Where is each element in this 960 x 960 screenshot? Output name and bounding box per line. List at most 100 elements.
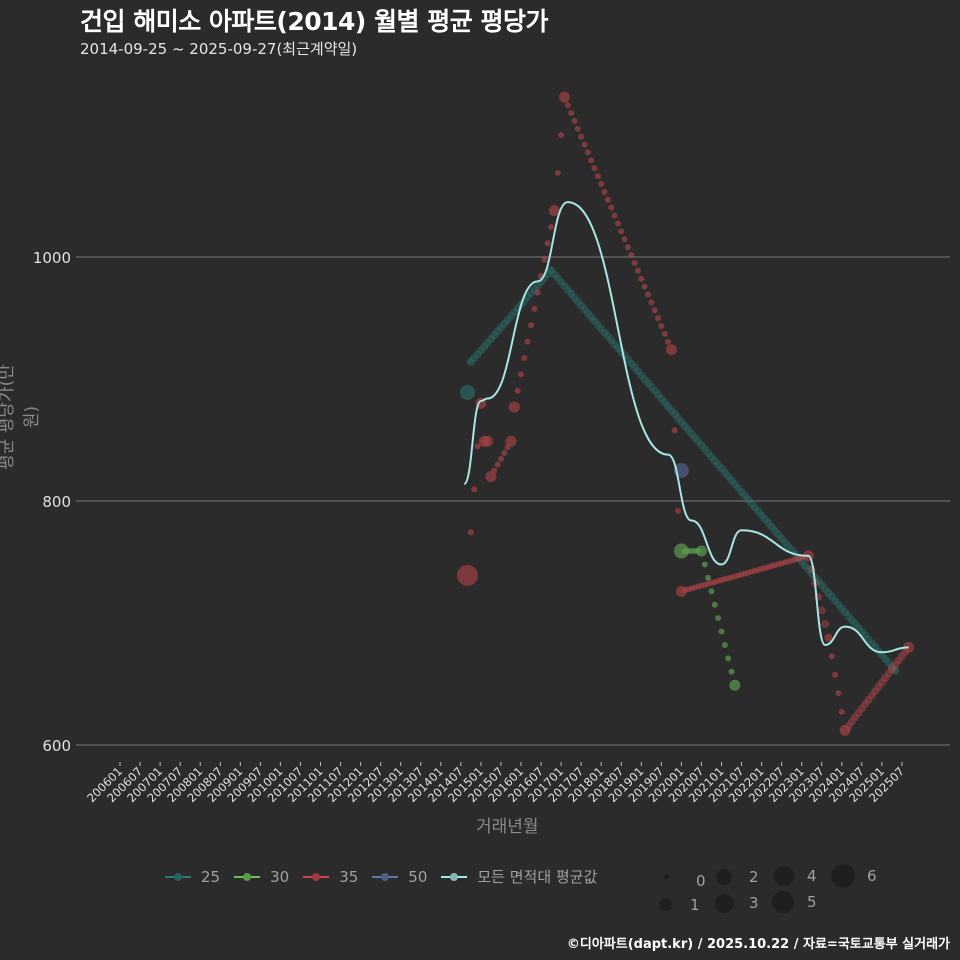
- data-point[interactable]: [695, 545, 707, 557]
- data-point[interactable]: [665, 344, 677, 356]
- interp-dot: [690, 433, 699, 442]
- interp-dot: [624, 244, 631, 251]
- interp-dot: [711, 601, 718, 608]
- interp-dot: [734, 483, 743, 492]
- legend-key-25-icon: [165, 875, 191, 878]
- interp-dot: [640, 375, 649, 384]
- size-dot-icon: [716, 869, 732, 885]
- interp-dot: [817, 581, 826, 590]
- interp-dot: [664, 402, 673, 411]
- interp-dot: [614, 220, 621, 227]
- interp-dot: [563, 285, 572, 294]
- y-axis-ticks: 600 800 1000: [33, 249, 71, 755]
- interp-dot: [524, 338, 531, 345]
- interp-dot: [476, 346, 485, 355]
- y-tick-label: 600: [42, 737, 71, 755]
- interp-dot: [621, 236, 628, 243]
- interp-dot: [838, 708, 845, 715]
- interp-dot: [897, 652, 906, 661]
- interp-dot: [541, 256, 548, 263]
- series-25: [460, 266, 900, 675]
- interp-dot: [661, 330, 668, 337]
- interp-dot: [571, 117, 578, 124]
- interp-dot: [847, 717, 856, 726]
- legend-item-25[interactable]: 25: [165, 868, 220, 886]
- data-point[interactable]: [558, 91, 570, 103]
- interp-dot: [670, 410, 679, 419]
- interp-dot: [578, 133, 585, 140]
- interp-dot: [518, 371, 524, 378]
- data-point[interactable]: [457, 564, 479, 586]
- interp-dot: [655, 315, 662, 322]
- interp-dot: [841, 608, 850, 617]
- data-point[interactable]: [508, 401, 520, 413]
- interp-dot: [574, 125, 581, 132]
- data-point[interactable]: [673, 543, 689, 559]
- interp-dot: [674, 414, 683, 423]
- interp-dot: [570, 293, 579, 302]
- interp-dot: [835, 690, 842, 697]
- interp-dot: [613, 344, 622, 353]
- interp-dot: [648, 299, 655, 306]
- interp-dot: [603, 332, 612, 341]
- data-point[interactable]: [547, 266, 556, 275]
- data-point[interactable]: [466, 357, 475, 366]
- interp-dot: [851, 713, 860, 722]
- interp-dot: [767, 522, 776, 531]
- size-legend: 0 1 2 3 4 5 6: [655, 864, 895, 916]
- interp-dot: [777, 534, 786, 543]
- interp-dot: [650, 386, 659, 395]
- data-point[interactable]: [505, 435, 517, 447]
- interp-dot: [633, 367, 642, 376]
- interp-dot: [637, 371, 646, 380]
- interp-dot: [697, 441, 706, 450]
- legend-label: 50: [408, 867, 428, 886]
- interp-dot: [864, 695, 873, 704]
- data-point[interactable]: [675, 585, 687, 597]
- size-legend-0: 0: [662, 872, 706, 890]
- legend-label: 30: [270, 867, 290, 886]
- legend-key-35-icon: [303, 875, 330, 878]
- interp-dot: [490, 331, 499, 340]
- interp-dot: [854, 708, 863, 717]
- data-point[interactable]: [482, 435, 494, 447]
- interp-dot: [874, 682, 883, 691]
- interp-dot: [780, 538, 789, 547]
- interp-dot: [871, 687, 880, 696]
- interp-dot: [588, 157, 595, 164]
- interp-dot: [631, 259, 638, 266]
- interp-dot: [608, 204, 615, 211]
- interp-dot: [718, 628, 725, 635]
- interp-dot: [598, 180, 605, 187]
- interp-dot: [583, 309, 592, 318]
- interp-dot: [675, 507, 682, 514]
- interp-dot: [591, 165, 598, 172]
- interp-dot: [611, 212, 618, 219]
- legend-item-average[interactable]: 모든 면적대 평균값: [441, 866, 597, 887]
- data-point[interactable]: [460, 384, 476, 400]
- interp-dot: [844, 612, 853, 621]
- interp-dot: [601, 188, 608, 195]
- grid-lines: [76, 256, 950, 746]
- size-legend-2: 2: [716, 868, 759, 886]
- interp-dot: [717, 464, 726, 473]
- legend-item-30[interactable]: 30: [234, 868, 289, 886]
- legend-key-30-icon: [234, 875, 261, 878]
- data-point[interactable]: [839, 724, 851, 736]
- interp-dot: [708, 588, 715, 595]
- interp-dot: [497, 455, 504, 462]
- interp-dot: [707, 452, 716, 461]
- interp-dot: [851, 619, 860, 628]
- data-point[interactable]: [891, 666, 900, 675]
- interp-dot: [684, 425, 693, 434]
- interp-dot: [887, 665, 896, 674]
- data-point[interactable]: [729, 679, 741, 691]
- legend-item-35[interactable]: 35: [303, 868, 358, 886]
- interp-dot: [581, 141, 588, 148]
- data-point[interactable]: [485, 471, 497, 483]
- data-point[interactable]: [824, 633, 833, 642]
- legend-item-50[interactable]: 50: [372, 868, 427, 886]
- size-legend-1: 1: [659, 896, 700, 914]
- interp-dot: [597, 324, 606, 333]
